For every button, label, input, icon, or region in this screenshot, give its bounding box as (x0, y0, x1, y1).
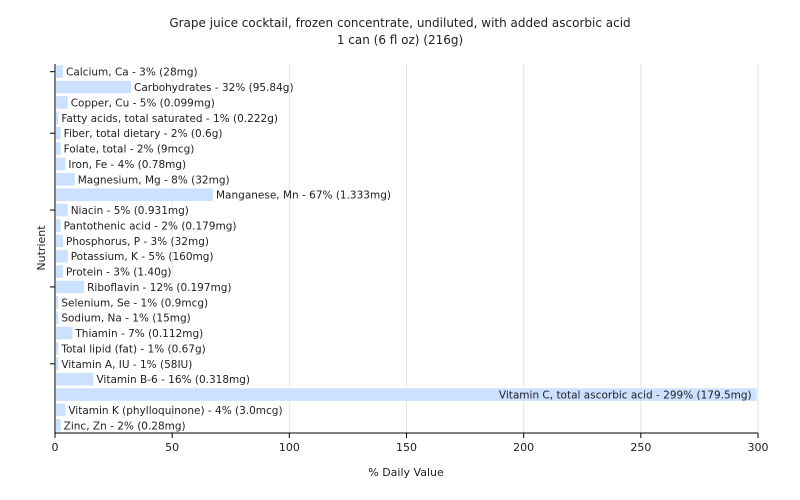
bar (56, 203, 68, 217)
bar (56, 342, 59, 355)
bar-label: Fatty acids, total saturated - 1% (0.222… (61, 113, 278, 125)
bar-label: Copper, Cu - 5% (0.099mg) (71, 97, 215, 109)
bar (56, 388, 757, 401)
bar (56, 80, 131, 94)
bar (56, 419, 61, 432)
bar (56, 372, 94, 386)
y-axis-title: Nutrient (35, 225, 48, 271)
bar-label: Zinc, Zn - 2% (0.28mg) (64, 420, 186, 432)
bar-label: Phosphorus, P - 3% (32mg) (66, 236, 209, 248)
bar-label: Sodium, Na - 1% (15mg) (61, 313, 190, 325)
bar (56, 403, 66, 417)
bar (56, 65, 64, 78)
x-tick-label: 200 (513, 441, 534, 454)
bar-label: Niacin - 5% (0.931mg) (71, 205, 189, 217)
bar-label: Selenium, Se - 1% (0.9mcg) (61, 297, 208, 309)
bar-label: Thiamin - 7% (0.112mg) (74, 328, 203, 340)
bar-label: Potassium, K - 5% (160mg) (71, 251, 214, 263)
bar-label: Vitamin B-6 - 16% (0.318mg) (96, 374, 250, 386)
bar-group: Calcium, Ca - 3% (28mg) Carbohydrates - 3… (56, 65, 757, 432)
bar (56, 219, 61, 232)
x-tick-label: 300 (748, 441, 769, 454)
bar (56, 142, 61, 155)
bar (56, 296, 59, 309)
gridlines (171, 64, 759, 433)
bar-label: Magnesium, Mg - 8% (32mg) (78, 174, 230, 186)
bar-label: Protein - 3% (1.40g) (66, 267, 172, 279)
bar-label: Vitamin K (phylloquinone) - 4% (3.0mcg) (68, 405, 282, 417)
chart-subtitle: 1 can (6 fl oz) (216g) (337, 33, 463, 47)
bar (56, 311, 59, 324)
bar (56, 265, 64, 278)
bar (56, 249, 68, 263)
bar (56, 173, 75, 186)
x-tick-label: 250 (630, 441, 651, 454)
bar-label: Total lipid (fat) - 1% (0.67g) (60, 343, 205, 355)
x-axis-title: % Daily Value (368, 466, 444, 479)
bar-label: Pantothenic acid - 2% (0.179mg) (64, 220, 237, 232)
bar (56, 234, 64, 248)
bar-label: Calcium, Ca - 3% (28mg) (66, 67, 198, 79)
chart-title: Grape juice cocktail, frozen concentrate… (169, 16, 630, 30)
x-axis-ticks: 0 50 100 150 200 250 300 (52, 433, 769, 454)
bar-label: Vitamin A, IU - 1% (58IU) (61, 359, 192, 371)
bar-label: Vitamin C, total ascorbic acid - 299% (1… (499, 390, 752, 402)
bar (56, 357, 59, 371)
bar (56, 157, 66, 171)
bar (56, 188, 214, 201)
bar-label: Manganese, Mn - 67% (1.333mg) (216, 190, 391, 202)
bar (56, 326, 73, 340)
x-tick-label: 100 (279, 441, 300, 454)
x-tick-label: 150 (396, 441, 417, 454)
bar (56, 126, 61, 140)
bar (56, 111, 59, 125)
bar (56, 280, 85, 294)
bar-label: Folate, total - 2% (9mcg) (64, 144, 195, 156)
bar-label: Carbohydrates - 32% (95.84g) (134, 82, 294, 94)
x-tick-label: 0 (52, 441, 59, 454)
x-tick-label: 50 (165, 441, 179, 454)
bar-label: Fiber, total dietary - 2% (0.6g) (64, 128, 223, 140)
bar-label: Iron, Fe - 4% (0.78mg) (68, 159, 186, 171)
bar-label: Riboflavin - 12% (0.197mg) (87, 282, 231, 294)
bar (56, 96, 68, 109)
